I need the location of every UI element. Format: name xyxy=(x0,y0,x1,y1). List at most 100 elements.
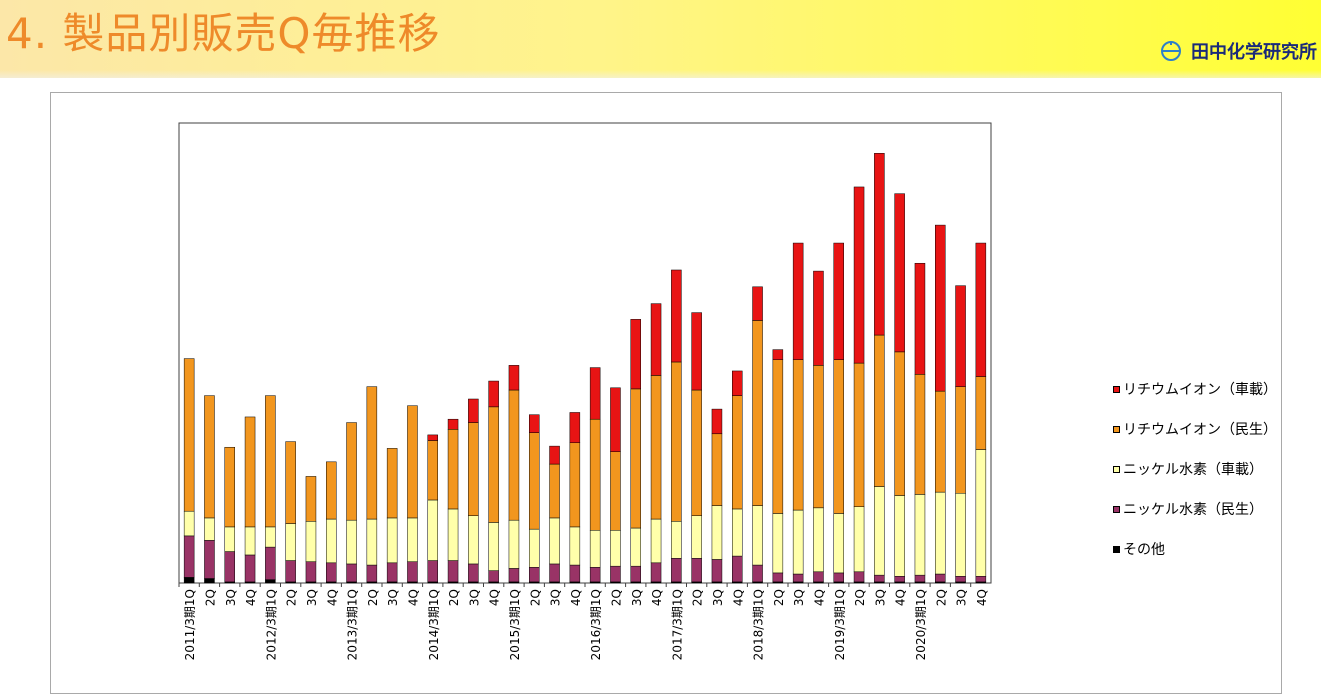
x-tick-label: 2Q xyxy=(203,589,217,606)
x-tick-label: 4Q xyxy=(731,589,745,606)
bar-segment xyxy=(204,517,215,541)
bar-segment xyxy=(874,486,885,576)
bar-segment xyxy=(935,224,946,392)
bar-segment xyxy=(650,303,662,376)
bar-segment xyxy=(346,519,357,565)
bar-segment xyxy=(752,320,763,506)
legend-swatch-lithium-vehicle xyxy=(1113,385,1120,393)
bar-segment xyxy=(935,491,946,575)
bar-segment xyxy=(407,561,418,583)
x-tick-label: 4Q xyxy=(244,589,258,606)
x-tick-label: 2Q xyxy=(609,589,623,606)
bar-segment xyxy=(772,572,784,583)
bar-segment xyxy=(630,527,641,567)
bar-segment xyxy=(874,334,885,487)
bar-segment xyxy=(711,408,723,435)
bar-segment xyxy=(671,558,682,583)
x-tick-label: 2013/3期1Q xyxy=(346,589,360,660)
plot-area xyxy=(178,122,992,584)
bar-segment xyxy=(711,433,723,506)
bar-segment xyxy=(894,576,905,583)
legend-swatch-other xyxy=(1113,545,1120,553)
stacked-bar-chart: 2011/3期1Q 2Q 3Q 4Q 2012/3期1Q 2Q 3Q 4Q 2013/3期1Q 2… xyxy=(178,122,992,660)
bar-segment xyxy=(610,387,621,452)
bar-segment xyxy=(894,193,905,353)
bar-segment xyxy=(691,515,702,559)
bar-segment xyxy=(427,499,438,561)
x-tick-label: 4Q xyxy=(325,589,339,606)
bar-segment xyxy=(285,523,296,561)
bar-segment xyxy=(366,386,378,520)
bar-segment xyxy=(833,359,844,514)
bar-segment xyxy=(813,507,824,573)
legend-label: リチウムイオン（民生） xyxy=(1123,422,1277,438)
bar-segment xyxy=(427,434,438,441)
bar-segment xyxy=(244,526,256,556)
bar-segment xyxy=(894,495,905,577)
bar-segment xyxy=(772,349,784,360)
bar-segment xyxy=(772,359,784,514)
bar-segment xyxy=(853,571,865,583)
bar-segment xyxy=(183,535,195,578)
bar-segment xyxy=(569,442,581,528)
x-tick-label: 4Q xyxy=(569,589,583,606)
bar-segment xyxy=(610,565,621,583)
bar-segment xyxy=(386,562,398,583)
bar-segment xyxy=(204,395,215,519)
x-tick-label: 3Q xyxy=(792,589,806,606)
bar-segment xyxy=(630,388,641,529)
bar-segment xyxy=(488,522,499,571)
x-tick-label: 4Q xyxy=(406,589,420,606)
x-tick-label: 3Q xyxy=(630,589,644,606)
bar-segment xyxy=(914,374,926,495)
legend-swatch-lithium-consumer xyxy=(1113,425,1120,433)
bar-segment xyxy=(305,561,317,583)
bar-segment xyxy=(569,564,581,583)
bar-segment xyxy=(975,376,987,450)
company-name: 田中化学研究所 xyxy=(1191,42,1317,63)
bar-segment xyxy=(975,449,987,577)
bar-segment xyxy=(650,518,662,564)
bar-segment xyxy=(813,270,824,366)
legend-item: リチウムイオン（民生） xyxy=(1113,419,1277,439)
x-tick-label: 2Q xyxy=(853,589,867,606)
bar-segment xyxy=(183,358,195,512)
bar-segment xyxy=(447,560,459,583)
x-tick-label: 2Q xyxy=(934,589,948,606)
bar-segment xyxy=(204,578,215,584)
bar-segment xyxy=(975,242,987,377)
x-tick-label: 3Q xyxy=(467,589,481,606)
bar-segment xyxy=(691,312,702,391)
bar-segment xyxy=(407,517,418,562)
bar-segment xyxy=(366,518,378,566)
bar-segment xyxy=(468,515,479,565)
bar-segment xyxy=(265,395,276,528)
x-tick-label: 4Q xyxy=(894,589,908,606)
bar-segment xyxy=(792,359,804,511)
x-tick-label: 3Q xyxy=(955,589,969,606)
bar-segment xyxy=(468,422,479,516)
bar-segment xyxy=(955,576,966,583)
bar-segment xyxy=(224,446,235,528)
bar-segment xyxy=(549,563,560,583)
bar-segment xyxy=(732,370,743,396)
bar-segment xyxy=(407,405,418,519)
bar-segment xyxy=(732,395,743,510)
x-tick-label: 2011/3期1Q xyxy=(183,589,197,660)
bar-segment xyxy=(874,153,885,336)
bar-segment xyxy=(427,440,438,501)
bar-segment xyxy=(894,351,905,496)
bar-segment xyxy=(711,505,723,560)
bar-segment xyxy=(305,476,317,522)
x-tick-label: 4Q xyxy=(488,589,502,606)
bar-segment xyxy=(265,546,276,580)
bar-segment xyxy=(813,365,824,509)
bar-segment xyxy=(589,530,601,568)
legend-item: ニッケル水素（車載） xyxy=(1113,459,1277,479)
x-tick-label: 2Q xyxy=(447,589,461,606)
x-tick-label: 2016/3期1Q xyxy=(589,589,603,660)
bar-segment xyxy=(468,398,479,423)
bar-segment xyxy=(914,262,926,375)
bar-segment xyxy=(508,389,520,521)
legend-item: リチウムイオン（車載） xyxy=(1113,379,1277,399)
